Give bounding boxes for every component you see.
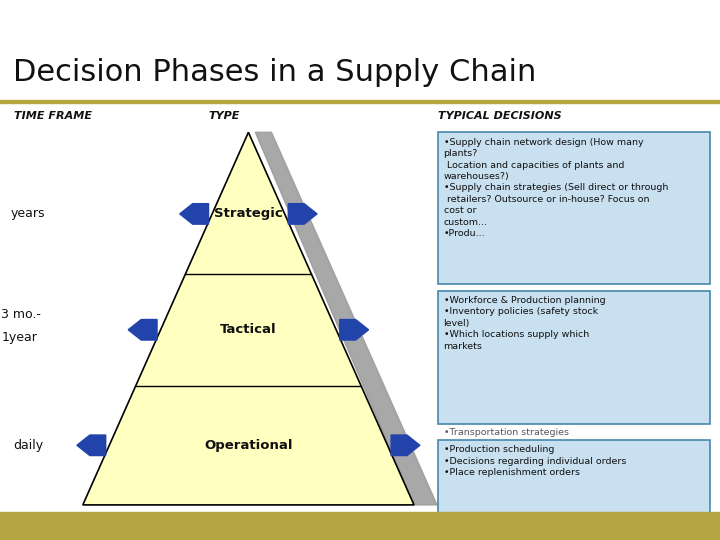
Bar: [438, 440, 710, 526]
Bar: [438, 291, 710, 424]
Text: Tactical: Tactical: [220, 323, 276, 336]
Text: UNIVERSITY OF COLORADO AT BOULDER: UNIVERSITY OF COLORADO AT BOULDER: [9, 10, 190, 18]
Text: 3 mo.-: 3 mo.-: [1, 308, 41, 321]
Text: years: years: [11, 207, 45, 220]
Polygon shape: [256, 132, 437, 505]
Text: Operational: Operational: [204, 439, 292, 452]
Text: •Transportation strategies: •Transportation strategies: [444, 428, 569, 437]
Text: •Production scheduling
•Decisions regarding individual orders
•Place replenishme: •Production scheduling •Decisions regard…: [444, 446, 626, 477]
FancyArrow shape: [391, 435, 420, 456]
FancyArrow shape: [288, 204, 317, 224]
Bar: [0, 100, 720, 103]
Text: Strategic: Strategic: [214, 207, 283, 220]
Text: LEEDS SCHOOL OF BUSINESS: LEEDS SCHOOL OF BUSINESS: [531, 9, 711, 19]
FancyArrow shape: [128, 320, 157, 340]
Text: daily: daily: [13, 439, 43, 452]
Bar: [438, 132, 710, 284]
Text: Decision Phases in a Supply Chain: Decision Phases in a Supply Chain: [13, 58, 536, 87]
Text: •Supply chain network design (How many
plants?
 Location and capacities of plant: •Supply chain network design (How many p…: [444, 138, 668, 238]
Text: TIME FRAME: TIME FRAME: [14, 111, 92, 121]
Polygon shape: [83, 132, 414, 505]
FancyArrow shape: [180, 204, 209, 224]
Text: •Workforce & Production planning
•Inventory policies (safety stock
level)
•Which: •Workforce & Production planning •Invent…: [444, 296, 605, 350]
Text: TYPICAL DECISIONS: TYPICAL DECISIONS: [438, 111, 562, 121]
Bar: [0, 512, 720, 540]
Text: 1year: 1year: [1, 332, 37, 345]
Text: TYPE: TYPE: [209, 111, 240, 121]
FancyArrow shape: [77, 435, 106, 456]
FancyArrow shape: [340, 320, 369, 340]
